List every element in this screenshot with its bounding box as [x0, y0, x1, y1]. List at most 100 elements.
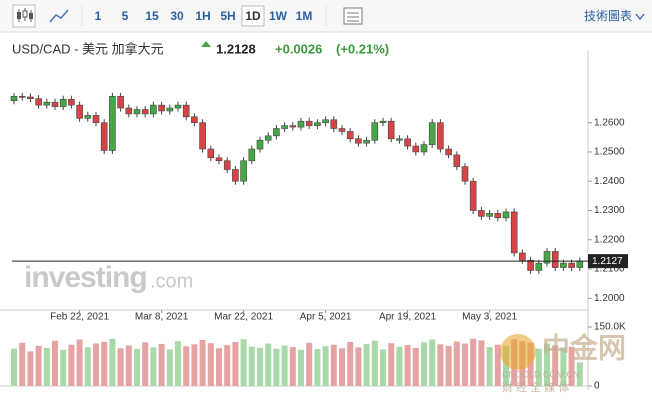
interval[interactable]: 1H — [195, 9, 210, 23]
interval[interactable]: 5 — [122, 9, 129, 23]
volume-bar — [470, 338, 477, 386]
volume-bar — [281, 345, 288, 386]
candle-body — [27, 96, 34, 99]
interval-selected[interactable] — [241, 5, 265, 27]
candle-body — [215, 157, 223, 162]
candle-body — [248, 148, 256, 162]
interval[interactable]: 5H — [220, 9, 235, 23]
volume-tick-label: 150.0K — [594, 322, 626, 333]
icon-line[interactable] — [49, 9, 69, 23]
candle-body — [92, 115, 100, 123]
interval[interactable]: 30 — [170, 9, 184, 23]
volume-bar — [240, 339, 247, 386]
candle-body — [363, 139, 370, 144]
volume-bar — [486, 347, 493, 386]
volume-bar — [84, 347, 91, 386]
icon-body — [22, 10, 28, 18]
candle-body — [445, 148, 452, 156]
candle-body — [519, 252, 526, 261]
volume-bar — [330, 344, 337, 386]
volume-bar — [183, 346, 190, 386]
volume-bar — [125, 345, 132, 386]
y-tick-label: 1.2500 — [594, 147, 625, 158]
icon-body — [29, 13, 33, 19]
volume-bar — [298, 349, 304, 386]
volume-bar — [257, 347, 263, 386]
candle-body — [478, 210, 485, 217]
settings-icon[interactable] — [343, 7, 363, 25]
y-tick-label: 1.2000 — [594, 293, 625, 304]
candle-body — [133, 109, 141, 115]
volume-bar — [207, 343, 214, 386]
volume-bar — [421, 342, 427, 386]
chart-menu[interactable]: 技術圖表 — [584, 9, 632, 23]
candle-body — [51, 101, 59, 107]
candle-body — [166, 107, 174, 112]
volume-bar — [412, 347, 419, 386]
candle-body — [76, 104, 83, 119]
volume-bar — [11, 348, 17, 386]
volume-bar — [52, 340, 58, 386]
candle-icon[interactable] — [12, 4, 36, 28]
interval-bar: 1 5 15 30 1H 5H 1D 1W 1M — [95, 5, 313, 27]
interval[interactable]: 1D — [245, 9, 261, 23]
candle-body — [543, 251, 551, 264]
volume-bar — [166, 349, 173, 386]
icon-frame[interactable] — [343, 7, 363, 25]
volume-bar — [560, 347, 567, 386]
y-tick-label: 1.2300 — [594, 205, 625, 216]
y-tick-label: 1.2100 — [594, 264, 625, 275]
volume-bar — [453, 341, 460, 386]
volume-bar — [273, 348, 280, 386]
candle-body — [256, 139, 264, 150]
cn-logo-mark — [500, 334, 536, 370]
watermark-brand: investing — [24, 261, 147, 294]
candle-body — [158, 104, 165, 112]
volume-bar — [404, 345, 411, 386]
volume-bar — [535, 348, 542, 386]
price-label-box — [588, 254, 628, 269]
candle-body — [346, 131, 354, 140]
interval[interactable]: 15 — [145, 9, 159, 23]
candle-body — [199, 122, 206, 150]
candle-body — [117, 96, 124, 109]
volume-bar — [216, 348, 222, 386]
volume-bar — [232, 341, 239, 386]
volume-bar — [445, 345, 452, 386]
volume-bar — [117, 348, 124, 386]
candle-body — [273, 128, 280, 137]
volume-bar — [150, 347, 157, 386]
candle-body — [502, 211, 510, 219]
volume-bar — [462, 343, 468, 386]
volume-bar — [289, 347, 296, 386]
candle-body — [314, 122, 321, 126]
candle-body — [10, 96, 18, 102]
y-tick-label: 1.2400 — [594, 176, 625, 187]
volume-bar — [76, 339, 83, 386]
candle-body — [396, 138, 403, 141]
line-icon[interactable] — [49, 9, 69, 23]
volume-bar — [388, 343, 395, 386]
candle-body — [240, 160, 247, 182]
candle-body — [59, 98, 67, 107]
volume-bar — [109, 338, 116, 386]
x-tick-label: May 3, 2021 — [462, 312, 517, 323]
volume-bar — [380, 349, 386, 386]
volume-bar — [544, 343, 550, 386]
candle-body — [428, 122, 436, 145]
candle-body — [453, 154, 461, 167]
candle-body — [207, 148, 215, 159]
volume-bar — [142, 342, 149, 386]
candle-body — [322, 119, 329, 123]
interval[interactable]: 1M — [296, 9, 313, 23]
candle-body — [281, 125, 288, 129]
volume-bar — [224, 345, 231, 386]
interval[interactable]: 1 — [95, 9, 102, 23]
icon-body — [17, 12, 21, 19]
dropdown-arrow[interactable] — [635, 13, 645, 21]
interval[interactable]: 1W — [269, 9, 288, 23]
change-pct: (+0.21%) — [336, 41, 389, 56]
volume-bar — [371, 340, 378, 386]
volume-bar — [191, 344, 198, 386]
